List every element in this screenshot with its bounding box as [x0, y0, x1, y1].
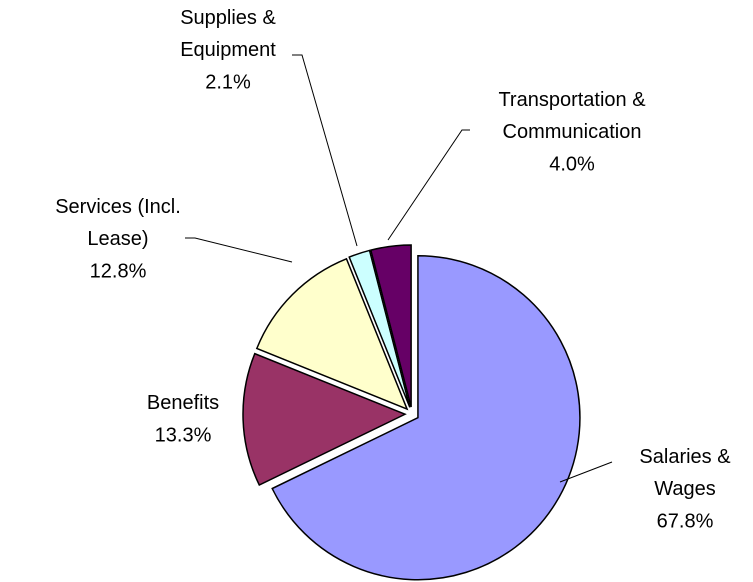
pie-slice [242, 352, 407, 487]
pie-slice [255, 257, 409, 411]
category-label: Transportation & Communication [498, 89, 646, 143]
leader-line [387, 129, 470, 241]
slice-label: Benefits 13.3% [147, 392, 219, 446]
leader-line [559, 461, 613, 483]
pie-slice [348, 249, 411, 408]
slice-label: Supplies & Equipment 2.1% [180, 7, 276, 93]
slice-label: Salaries & Wages 67.8% [639, 446, 731, 532]
leader-line [185, 237, 293, 263]
category-label: Supplies & Equipment [180, 7, 276, 61]
category-label: Services (Incl. Lease) [55, 196, 181, 250]
leader-line [292, 54, 358, 247]
value-label: 12.8% [90, 260, 147, 282]
category-label: Benefits [147, 392, 219, 414]
value-label: 67.8% [657, 510, 714, 532]
slice-label: Transportation & Communication 4.0% [498, 89, 646, 175]
slice-label: Services (Incl. Lease) 12.8% [55, 196, 181, 282]
value-label: 2.1% [205, 71, 251, 93]
category-label: Salaries & Wages [639, 446, 731, 500]
value-label: 13.3% [155, 424, 212, 446]
pie-slice [369, 244, 412, 408]
pie-slice [271, 254, 581, 581]
value-label: 4.0% [549, 153, 595, 175]
